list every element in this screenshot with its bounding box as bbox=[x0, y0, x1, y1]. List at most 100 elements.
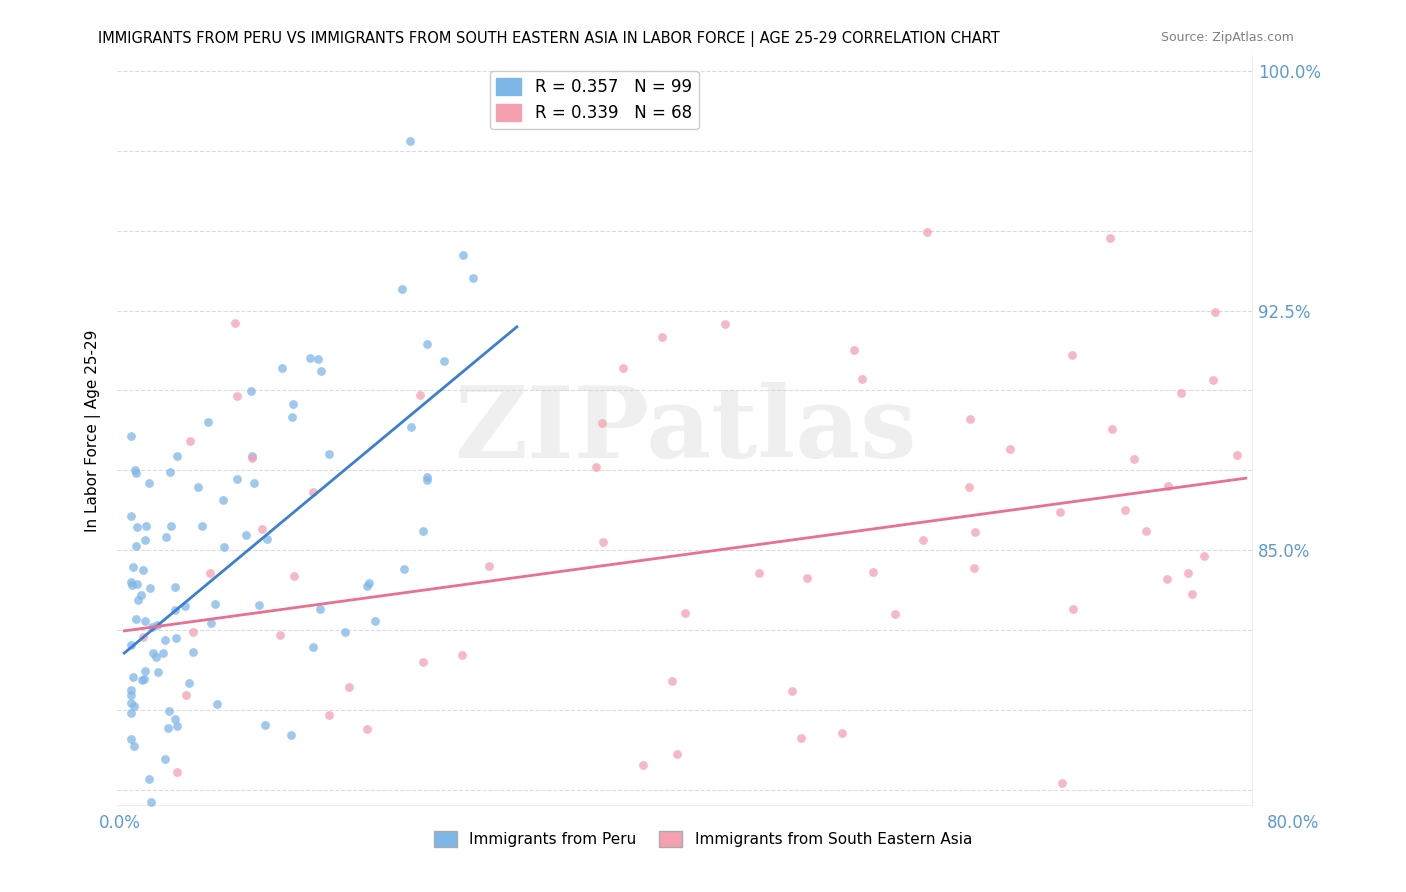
Point bbox=[416, 337, 439, 351]
Point bbox=[183, 625, 205, 640]
Point bbox=[120, 731, 142, 746]
Point bbox=[915, 225, 938, 239]
Text: IMMIGRANTS FROM PERU VS IMMIGRANTS FROM SOUTH EASTERN ASIA IN LABOR FORCE | AGE : IMMIGRANTS FROM PERU VS IMMIGRANTS FROM … bbox=[98, 31, 1000, 47]
Point bbox=[177, 676, 200, 690]
Point bbox=[433, 354, 456, 368]
Point bbox=[1204, 305, 1226, 319]
Point bbox=[661, 673, 683, 688]
Point bbox=[959, 412, 981, 426]
Point bbox=[391, 282, 413, 296]
Point bbox=[818, 822, 841, 836]
Point bbox=[592, 534, 614, 549]
Point bbox=[250, 522, 273, 536]
Point bbox=[120, 638, 142, 652]
Point bbox=[270, 360, 292, 375]
Point bbox=[153, 632, 176, 647]
Point bbox=[212, 493, 235, 508]
Point bbox=[166, 450, 188, 464]
Point bbox=[748, 566, 770, 581]
Point bbox=[789, 731, 811, 746]
Point bbox=[1049, 505, 1071, 519]
Point bbox=[247, 599, 270, 613]
Point bbox=[165, 603, 187, 617]
Point bbox=[174, 689, 197, 703]
Legend: Immigrants from Peru, Immigrants from South Eastern Asia: Immigrants from Peru, Immigrants from So… bbox=[427, 825, 979, 853]
Point bbox=[120, 706, 142, 720]
Point bbox=[1101, 422, 1123, 436]
Point bbox=[134, 614, 156, 628]
Point bbox=[145, 649, 167, 664]
Point bbox=[124, 463, 146, 477]
Point bbox=[842, 343, 865, 358]
Point bbox=[851, 372, 873, 386]
Point bbox=[1170, 386, 1192, 401]
Point bbox=[884, 607, 907, 621]
Point bbox=[302, 640, 325, 654]
Point bbox=[269, 628, 291, 642]
Point bbox=[135, 519, 157, 533]
Y-axis label: In Labor Force | Age 25-29: In Labor Force | Age 25-29 bbox=[86, 329, 101, 532]
Point bbox=[139, 581, 162, 595]
Point bbox=[399, 134, 422, 148]
Point bbox=[356, 722, 378, 736]
Point bbox=[1177, 566, 1199, 580]
Point bbox=[585, 459, 607, 474]
Point bbox=[132, 630, 155, 644]
Point bbox=[121, 578, 143, 592]
Point bbox=[200, 566, 222, 581]
Point bbox=[134, 533, 156, 548]
Point bbox=[132, 672, 155, 686]
Point bbox=[125, 539, 148, 553]
Point bbox=[138, 475, 160, 490]
Point bbox=[1099, 231, 1122, 245]
Point bbox=[155, 530, 177, 544]
Point bbox=[451, 648, 474, 662]
Point bbox=[121, 559, 143, 574]
Point bbox=[409, 388, 432, 402]
Point bbox=[1135, 524, 1157, 538]
Point bbox=[132, 563, 155, 577]
Point bbox=[831, 726, 853, 740]
Point bbox=[302, 485, 325, 500]
Point bbox=[780, 684, 803, 698]
Point bbox=[120, 689, 142, 703]
Point bbox=[120, 509, 142, 524]
Point bbox=[179, 434, 201, 448]
Point bbox=[191, 519, 214, 533]
Point bbox=[665, 747, 688, 761]
Point bbox=[120, 696, 142, 710]
Point bbox=[166, 764, 188, 779]
Point bbox=[165, 631, 187, 645]
Point bbox=[461, 271, 484, 285]
Point bbox=[631, 757, 654, 772]
Point bbox=[333, 624, 356, 639]
Point bbox=[120, 429, 142, 443]
Legend: R = 0.357   N = 99, R = 0.339   N = 68: R = 0.357 N = 99, R = 0.339 N = 68 bbox=[489, 71, 699, 129]
Point bbox=[394, 562, 416, 576]
Point bbox=[127, 593, 149, 607]
Point bbox=[122, 699, 145, 714]
Point bbox=[200, 615, 222, 630]
Point bbox=[139, 795, 162, 809]
Point bbox=[309, 363, 332, 377]
Point bbox=[1157, 478, 1180, 492]
Point bbox=[591, 416, 613, 430]
Point bbox=[1123, 452, 1146, 467]
Point bbox=[796, 571, 818, 585]
Point bbox=[120, 575, 142, 590]
Point bbox=[318, 447, 340, 461]
Point bbox=[174, 599, 197, 614]
Point bbox=[240, 451, 263, 466]
Point bbox=[253, 717, 276, 731]
Point bbox=[124, 467, 146, 481]
Point bbox=[416, 473, 439, 487]
Text: 80.0%: 80.0% bbox=[1267, 814, 1319, 831]
Point bbox=[243, 475, 266, 490]
Text: 0.0%: 0.0% bbox=[98, 814, 141, 831]
Point bbox=[122, 739, 145, 753]
Point bbox=[1114, 503, 1136, 517]
Point bbox=[281, 409, 304, 424]
Point bbox=[1156, 572, 1178, 586]
Point bbox=[309, 602, 332, 616]
Point bbox=[120, 881, 142, 892]
